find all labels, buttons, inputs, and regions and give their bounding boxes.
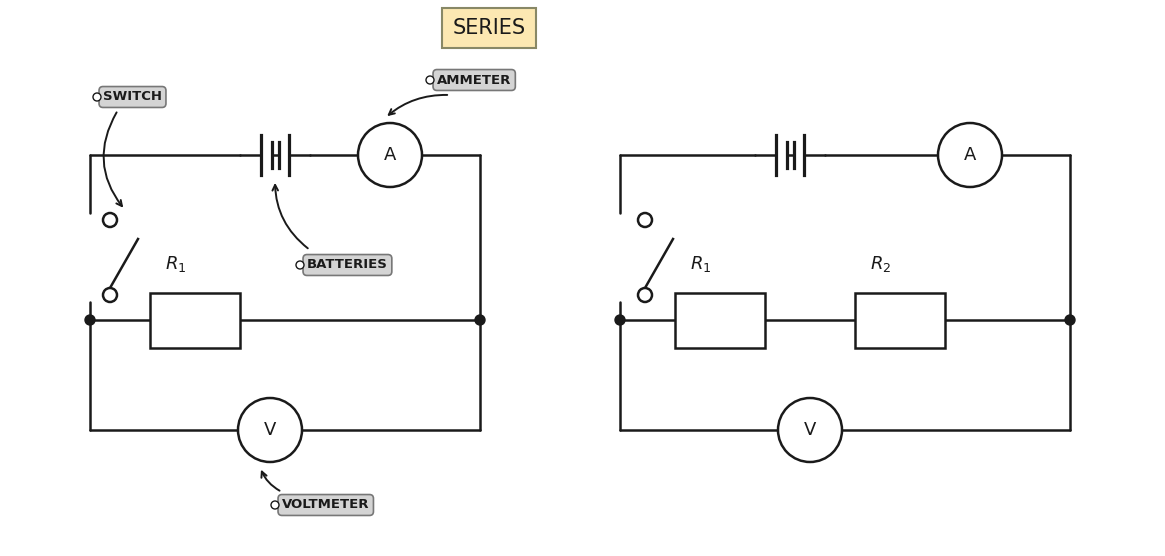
Text: AMMETER: AMMETER — [437, 73, 511, 87]
Circle shape — [1065, 315, 1075, 325]
Text: A: A — [963, 146, 976, 164]
Text: V: V — [804, 421, 817, 439]
Text: $R_1$: $R_1$ — [690, 255, 712, 275]
Circle shape — [238, 398, 302, 462]
Circle shape — [638, 288, 652, 302]
Bar — [855, 292, 945, 348]
Text: BATTERIES: BATTERIES — [308, 259, 388, 271]
Circle shape — [85, 315, 96, 325]
Circle shape — [778, 398, 842, 462]
Circle shape — [938, 123, 1002, 187]
Circle shape — [638, 213, 652, 227]
Text: V: V — [263, 421, 276, 439]
Bar — [675, 292, 765, 348]
Text: SWITCH: SWITCH — [103, 91, 162, 103]
Text: $R_1$: $R_1$ — [165, 255, 186, 275]
Text: VOLTMETER: VOLTMETER — [282, 499, 369, 512]
Circle shape — [103, 288, 117, 302]
Circle shape — [426, 76, 435, 84]
Circle shape — [615, 315, 624, 325]
Text: SERIES: SERIES — [453, 18, 525, 38]
Circle shape — [271, 501, 278, 509]
Text: A: A — [383, 146, 396, 164]
Circle shape — [103, 213, 117, 227]
Circle shape — [358, 123, 422, 187]
Circle shape — [296, 261, 304, 269]
Circle shape — [475, 315, 485, 325]
Circle shape — [93, 93, 101, 101]
Text: $R_2$: $R_2$ — [870, 255, 891, 275]
Bar — [150, 292, 240, 348]
